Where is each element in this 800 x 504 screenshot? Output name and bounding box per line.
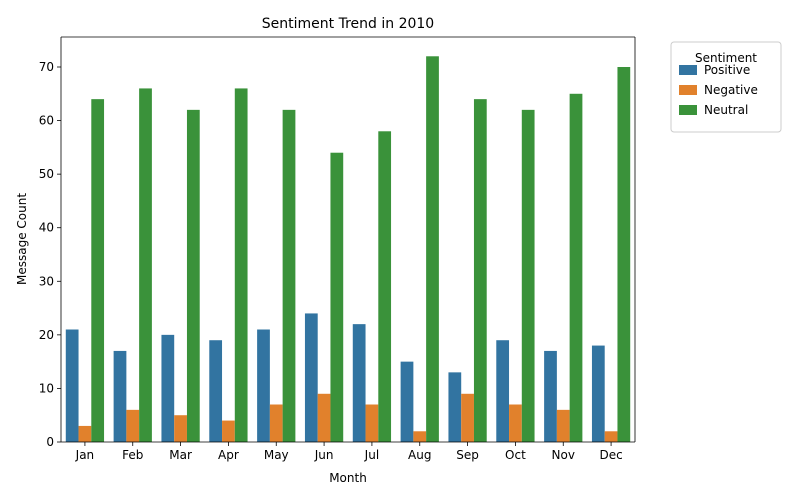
bar-neutral-oct <box>521 109 535 442</box>
bar-positive-may <box>257 329 270 442</box>
bar-positive-jun <box>304 313 318 442</box>
x-tick-label: Aug <box>408 448 431 462</box>
bar-neutral-nov <box>569 93 583 443</box>
bar-neutral-jul <box>378 131 392 443</box>
plot-area <box>60 36 636 443</box>
bar-negative-may <box>269 404 283 442</box>
legend-label-positive: Positive <box>704 63 750 77</box>
bar-negative-jul <box>365 404 379 442</box>
y-axis: 0 10 20 30 40 50 60 70 <box>39 60 61 449</box>
y-tick-label: 0 <box>46 435 54 449</box>
x-tick-label: Nov <box>552 448 575 462</box>
x-tick-label: Jun <box>314 448 334 462</box>
bar-neutral-mar <box>186 109 200 442</box>
legend-frame <box>670 41 782 133</box>
y-tick-label: 40 <box>39 221 54 235</box>
x-tick-label: Apr <box>218 448 239 462</box>
y-tick-label: 70 <box>39 60 54 74</box>
bar-neutral-dec <box>617 67 631 442</box>
bar-negative-feb <box>126 409 140 442</box>
y-tick-label: 20 <box>39 328 54 342</box>
x-tick-label: Sep <box>456 448 479 462</box>
bar-negative-apr <box>222 420 235 442</box>
x-tick-label: May <box>264 448 289 462</box>
y-axis-label: Message Count <box>15 193 29 285</box>
bar-negative-aug <box>413 431 427 442</box>
x-tick-label: Jan <box>75 448 95 462</box>
x-tick-label: Feb <box>122 448 143 462</box>
legend-swatch-neutral <box>679 105 697 115</box>
bar-neutral-aug <box>426 56 439 443</box>
x-tick-label: Jul <box>364 448 379 462</box>
bar-positive-feb <box>113 350 127 442</box>
bar-negative-jan <box>78 425 92 442</box>
bar-neutral-jan <box>91 99 105 443</box>
x-axis: Jan Feb Mar Apr May Jun Jul Aug Sep Oct Nov Dec <box>75 442 623 462</box>
x-tick-label: Oct <box>505 448 526 462</box>
legend-title: Sentiment <box>695 51 757 65</box>
bar-neutral-jun <box>330 152 344 442</box>
y-tick-label: 60 <box>39 114 54 128</box>
bar-positive-apr <box>209 340 223 442</box>
bar-positive-jan <box>65 329 79 442</box>
bar-negative-oct <box>509 404 522 442</box>
bar-positive-dec <box>591 345 605 442</box>
bar-negative-jun <box>317 393 331 442</box>
chart-title: Sentiment Trend in 2010 <box>262 16 434 32</box>
legend-swatch-positive <box>679 65 697 75</box>
bar-positive-aug <box>400 361 414 442</box>
legend-label-negative: Negative <box>704 83 758 97</box>
bar-positive-mar <box>161 334 175 442</box>
legend-label-neutral: Neutral <box>704 103 748 117</box>
y-tick-label: 10 <box>39 381 54 395</box>
bar-negative-dec <box>604 431 618 442</box>
legend: Sentiment Positive Negative Neutral <box>670 41 782 133</box>
bar-neutral-apr <box>234 88 248 442</box>
bar-positive-jul <box>352 324 366 442</box>
bar-neutral-feb <box>139 88 152 442</box>
x-tick-label: Dec <box>599 448 622 462</box>
bar-negative-mar <box>174 415 187 442</box>
x-axis-label: Month <box>329 471 367 485</box>
bar-positive-nov <box>544 350 557 442</box>
x-tick-label: Mar <box>169 448 192 462</box>
y-tick-label: 50 <box>39 167 54 181</box>
bar-negative-nov <box>556 409 570 442</box>
legend-swatch-negative <box>679 85 697 95</box>
bar-positive-oct <box>496 340 510 442</box>
legend-items: Positive Negative Neutral <box>679 63 758 117</box>
bar-neutral-may <box>282 109 296 442</box>
bar-neutral-sep <box>473 99 487 443</box>
bar-negative-sep <box>461 393 474 442</box>
y-tick-label: 30 <box>39 274 54 288</box>
bar-positive-sep <box>448 372 462 442</box>
